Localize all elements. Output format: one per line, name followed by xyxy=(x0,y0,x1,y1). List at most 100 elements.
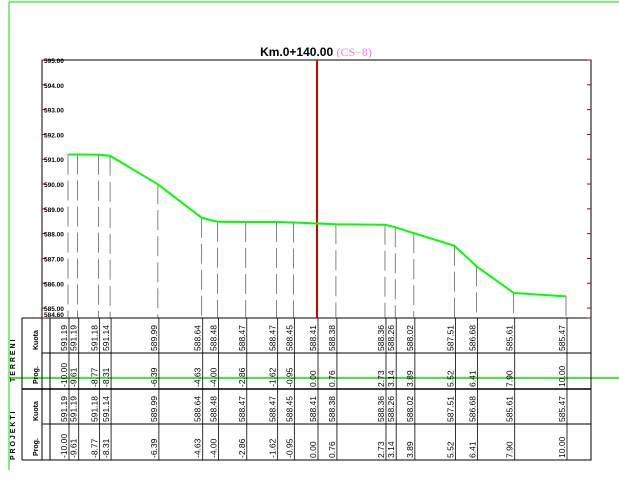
y-tick-label: 586.00 xyxy=(44,281,64,288)
terreni-prog-value: 7.90 xyxy=(505,370,515,387)
projekti-prog-label: Prog. xyxy=(33,438,40,456)
projekti-kuota-value: 591.14 xyxy=(101,396,111,422)
terreni-kuota-value: 591.18 xyxy=(90,325,100,351)
projekti-kuota-value: 586.68 xyxy=(468,396,478,422)
y-tick-label: 584.60 xyxy=(44,312,64,319)
projekti-prog-value: 0.00 xyxy=(308,441,318,458)
y-tick-label: 587.00 xyxy=(44,256,64,263)
terreni-prog-value: -2.86 xyxy=(237,367,247,387)
y-tick-label: 593.00 xyxy=(44,108,64,115)
terreni-kuota-value: 591.14 xyxy=(101,325,111,351)
terreni-prog-value: 6.41 xyxy=(468,370,478,387)
y-tick-label: 588.00 xyxy=(44,232,64,239)
y-tick-label: 589.00 xyxy=(44,207,64,214)
projekti-prog-value: -1.62 xyxy=(268,438,278,458)
projekti-prog-value: 10.00 xyxy=(557,436,567,458)
projekti-prog-value: 7.90 xyxy=(505,441,515,458)
terreni-prog-value: 10.00 xyxy=(557,365,567,387)
terreni-kuota-value: 588.36 xyxy=(376,325,386,351)
projekti-kuota-value: 588.47 xyxy=(268,396,278,422)
terreni-prog-value: 3.89 xyxy=(405,370,415,387)
terreni-prog-value: 2.73 xyxy=(376,370,386,387)
projekti-prog-value: -2.86 xyxy=(237,438,247,458)
terreni-kuota-label: Kuota xyxy=(33,330,40,350)
projekti-kuota-value: 588.02 xyxy=(405,396,415,422)
projekti-prog-value: -4.63 xyxy=(193,438,203,458)
terreni-prog-value: -8.31 xyxy=(101,367,111,387)
terreni-kuota-value: 588.64 xyxy=(193,325,203,351)
terreni-kuota-value: 588.02 xyxy=(405,325,415,351)
projekti-group-label: P R O J E K T I xyxy=(10,411,17,460)
terreni-kuota-value: 588.47 xyxy=(268,325,278,351)
terreni-kuota-value: 585.61 xyxy=(505,325,515,351)
terreni-kuota-value: 588.26 xyxy=(386,325,396,351)
section-title: Km.0+140.00 (CS−8) xyxy=(260,45,372,59)
y-tick-label: 595.00 xyxy=(44,58,64,65)
y-tick-label: 594.00 xyxy=(44,83,64,90)
projekti-prog-value: 3.14 xyxy=(386,441,396,458)
projekti-prog-value: 3.89 xyxy=(405,441,415,458)
y-tick-label: 592.00 xyxy=(44,132,64,139)
projekti-kuota-value: 585.61 xyxy=(505,396,515,422)
terreni-kuota-value: 589.99 xyxy=(149,325,159,351)
terreni-prog-value: 5.52 xyxy=(445,370,455,387)
projekti-prog-value: -4.00 xyxy=(208,438,218,458)
section-km: Km.0+140.00 xyxy=(260,45,333,59)
terreni-kuota-value: 591.19 xyxy=(59,325,69,351)
station-dashes xyxy=(67,154,567,318)
projekti-prog-value: -9.61 xyxy=(69,438,79,458)
y-tick-label: 590.00 xyxy=(44,182,64,189)
terrain-profile-line xyxy=(68,153,567,298)
terreni-prog-value: -8.77 xyxy=(90,367,100,387)
y-tick-label: 591.00 xyxy=(44,157,64,164)
projekti-prog-value: -8.77 xyxy=(90,438,100,458)
projekti-kuota-value: 588.26 xyxy=(386,396,396,422)
terreni-prog-value: 0.00 xyxy=(308,370,318,387)
projekti-kuota-value: 589.99 xyxy=(149,396,159,422)
projekti-kuota-value: 591.19 xyxy=(59,396,69,422)
terreni-prog-value: -6.39 xyxy=(149,367,159,387)
terreni-kuota-value: 588.38 xyxy=(327,325,337,351)
terreni-group-label: T E R R E N I xyxy=(10,340,17,382)
terreni-prog-value: 0.76 xyxy=(327,370,337,387)
projekti-prog-value: -10.00 xyxy=(59,434,69,458)
terreni-kuota-value: 588.45 xyxy=(284,325,294,351)
projekti-kuota-value: 588.38 xyxy=(327,396,337,422)
terreni-prog-value: -4.63 xyxy=(193,367,203,387)
terreni-prog-value: -10.00 xyxy=(59,363,69,387)
projekti-prog-value: -0.95 xyxy=(284,438,294,458)
projekti-kuota-value: 588.45 xyxy=(284,396,294,422)
terreni-prog-value: -0.95 xyxy=(284,367,294,387)
terreni-kuota-value: 585.47 xyxy=(557,325,567,351)
projekti-kuota-value: 585.47 xyxy=(557,396,567,422)
terreni-kuota-value: 586.68 xyxy=(468,325,478,351)
projekti-kuota-label: Kuota xyxy=(33,401,40,421)
y-axis: 595.00 594.00 593.00 592.00 591.00 590.00 589.… xyxy=(42,58,591,319)
projekti-kuota-value: 587.51 xyxy=(445,396,455,422)
terreni-prog-value: 3.14 xyxy=(386,370,396,387)
projekti-prog-value: 5.52 xyxy=(445,441,455,458)
projekti-kuota-value: 588.48 xyxy=(208,396,218,422)
projekti-kuota-value: 591.18 xyxy=(90,396,100,422)
projekti-kuota-value: 591.19 xyxy=(69,396,79,422)
terreni-prog-value: -9.61 xyxy=(69,367,79,387)
projekti-kuota-value: 588.41 xyxy=(308,396,318,422)
projekti-prog-value: 2.73 xyxy=(376,441,386,458)
terreni-prog-value: -4.00 xyxy=(208,367,218,387)
projekti-prog-value: -8.31 xyxy=(101,438,111,458)
terreni-prog-value: -1.62 xyxy=(268,367,278,387)
projekti-prog-value: -6.39 xyxy=(149,438,159,458)
projekti-prog-value: 0.76 xyxy=(327,441,337,458)
table-values: 591.19 591.19 591.18 591.14 589.99 588.64 588.… xyxy=(59,318,568,460)
projekti-kuota-value: 588.64 xyxy=(193,396,203,422)
projekti-kuota-value: 588.36 xyxy=(376,396,386,422)
y-tick-label: 585.00 xyxy=(44,306,64,313)
projekti-kuota-value: 588.47 xyxy=(237,396,247,422)
terreni-kuota-value: 588.41 xyxy=(308,325,318,351)
terreni-prog-label: Prog. xyxy=(33,366,40,384)
section-tag: (CS−8) xyxy=(336,45,371,59)
terreni-kuota-value: 588.48 xyxy=(208,325,218,351)
terreni-kuota-value: 587.51 xyxy=(445,325,455,351)
terreni-kuota-value: 591.19 xyxy=(69,325,79,351)
